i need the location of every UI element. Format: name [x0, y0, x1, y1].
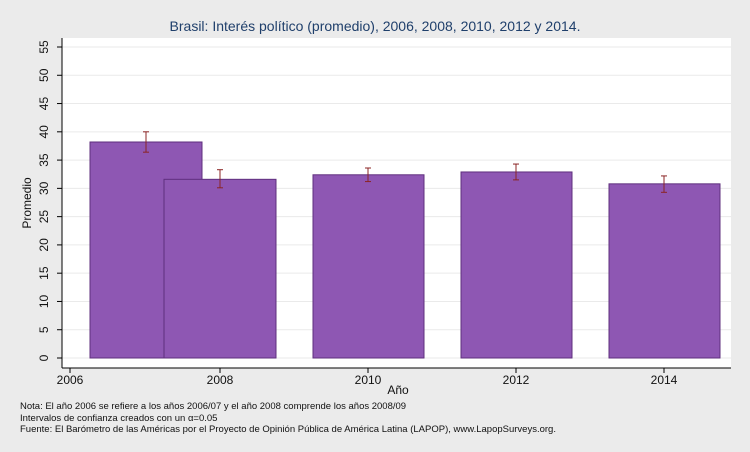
- footnotes: Nota: El año 2006 se refiere a los años …: [20, 401, 556, 436]
- y-tick-label: 5: [37, 326, 51, 333]
- y-tick-label: 30: [37, 181, 51, 195]
- x-tick-label: 2008: [207, 373, 234, 387]
- y-tick-label: 50: [37, 68, 51, 82]
- x-tick-label: 2012: [503, 373, 530, 387]
- y-tick-label: 40: [37, 125, 51, 139]
- y-tick-label: 10: [37, 294, 51, 308]
- chart-title: Brasil: Interés político (promedio), 200…: [170, 18, 581, 34]
- y-tick-label: 15: [37, 266, 51, 280]
- y-tick-label: 45: [37, 97, 51, 111]
- note-line-1: Nota: El año 2006 se refiere a los años …: [20, 401, 407, 412]
- y-tick-label: 55: [37, 40, 51, 54]
- bar-2012: [460, 171, 573, 359]
- y-axis-label: Promedio: [20, 177, 34, 229]
- note-line-2: Intervalos de confianza creados con un α…: [20, 412, 218, 424]
- bar-2010: [312, 174, 425, 359]
- x-axis-label: Año: [387, 383, 409, 397]
- y-tick-label: 25: [37, 210, 51, 224]
- y-tick-label: 20: [37, 238, 51, 252]
- bar-2014: [608, 183, 721, 359]
- x-tick-label: 2010: [355, 373, 382, 387]
- x-tick-label: 2014: [651, 373, 678, 387]
- y-tick-label: 0: [37, 354, 51, 361]
- bar-2008: [163, 178, 277, 359]
- note-line-3: Fuente: El Barómetro de las Américas por…: [20, 424, 556, 435]
- y-tick-label: 35: [37, 153, 51, 167]
- x-tick-label: 2006: [57, 373, 84, 387]
